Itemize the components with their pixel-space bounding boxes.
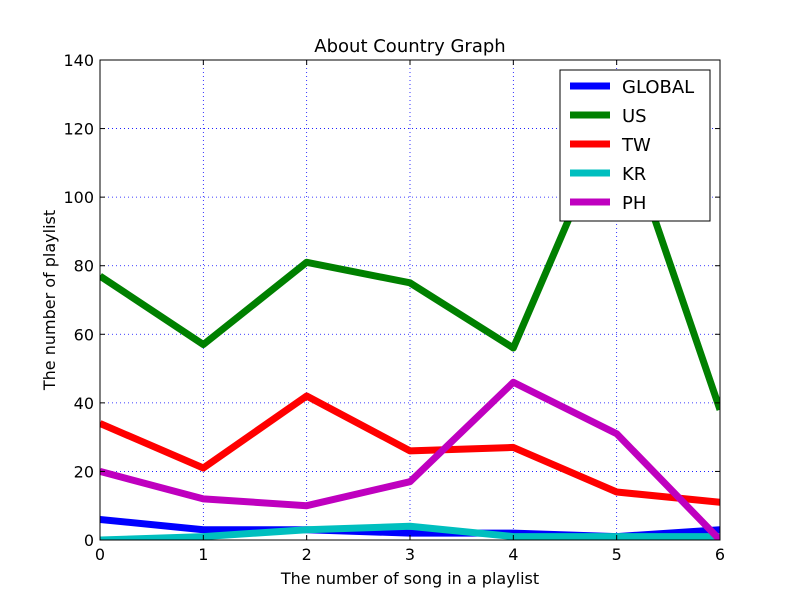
x-tick-label: 6 [715,545,725,564]
y-tick-label: 120 [63,120,94,139]
x-tick-label: 4 [508,545,518,564]
chart-title: About Country Graph [314,36,505,57]
series-line-ph [100,378,720,540]
y-tick-label: 80 [74,257,94,276]
y-tick-label: 140 [63,51,94,70]
legend-label-us: US [622,106,647,127]
legend-label-tw: TW [621,135,651,156]
legend-label-kr: KR [622,164,646,185]
x-tick-label: 3 [405,545,415,564]
x-tick-label: 1 [198,545,208,564]
series-line-tw [100,392,720,506]
y-tick-label: 100 [63,188,94,207]
y-tick-label: 60 [74,325,94,344]
x-tick-label: 0 [95,545,105,564]
y-axis-label: The number of playlist [40,210,59,391]
y-tick-label: 40 [74,394,94,413]
x-tick-label: 5 [612,545,622,564]
legend-label-global: GLOBAL [622,77,694,98]
legend-label-ph: PH [622,193,646,214]
x-axis-label: The number of song in a playlist [280,569,539,588]
x-tick-label: 2 [302,545,312,564]
legend: GLOBAL US TW KR PH [559,69,711,222]
y-tick-label: 0 [84,531,94,550]
y-tick-label: 20 [74,462,94,481]
